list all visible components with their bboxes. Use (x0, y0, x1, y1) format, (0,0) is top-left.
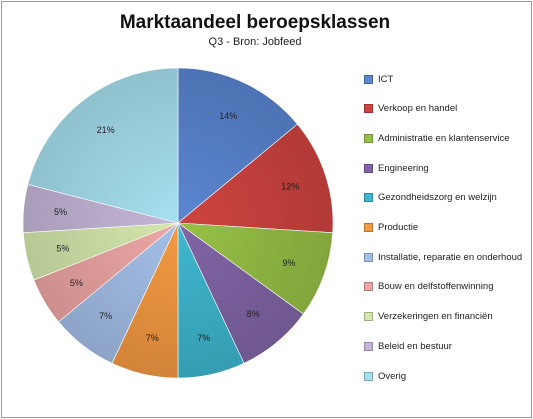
legend-label-9: Verzekeringen en financiën (378, 311, 493, 323)
legend-label-3: Administratie en klantenservice (378, 132, 510, 144)
legend-label-1: ICT (378, 73, 394, 85)
pie-slice-label-4: 8% (247, 309, 260, 319)
pie-slice-label-5: 7% (197, 333, 210, 343)
legend-item-10: Beleid en bestuur (364, 339, 452, 353)
legend-swatch-11 (364, 371, 373, 381)
pie-slice-2 (177, 123, 334, 234)
legend-label-7: Installatie, reparatie en onderhoud (378, 251, 523, 263)
legend-item-5: Gezondheidszorg en welzijn (364, 191, 497, 205)
legend-label-4: Engineering (378, 162, 429, 174)
chart-subtitle: Q3 - Bron: Jobfeed (208, 36, 302, 48)
legend-swatch-2 (364, 104, 373, 114)
legend-swatch-10 (364, 341, 373, 351)
pie-slice-label-11: 21% (97, 125, 115, 135)
legend-item-2: Verkoop en handel (364, 102, 457, 116)
legend-swatch-3 (364, 133, 373, 143)
legend-label-6: Productie (378, 222, 419, 233)
pie-slice-11 (27, 67, 179, 224)
legend-swatch-8 (364, 282, 373, 292)
legend-item-7: Installatie, reparatie en onderhoud (364, 250, 522, 264)
legend-item-6: Productie (364, 221, 418, 235)
pie-slice-label-3: 9% (283, 258, 296, 268)
legend-swatch-7 (364, 252, 373, 262)
legend-item-11: Overig (364, 369, 406, 383)
pie-slice-label-8: 5% (70, 278, 83, 288)
legend-item-3: Administratie en klantenservice (364, 131, 509, 145)
legend-swatch-4 (364, 163, 373, 173)
pie-slice-label-7: 7% (99, 311, 112, 321)
legend-label-11: Overig (378, 370, 406, 382)
pie-slice-label-9: 5% (56, 244, 69, 254)
legend-item-4: Engineering (364, 161, 429, 175)
legend-item-8: Bouw en delfstoffenwinning (364, 280, 494, 294)
pie-slice-label-2: 12% (281, 182, 299, 192)
legend-swatch-6 (364, 223, 373, 232)
legend-item-1: ICT (364, 72, 393, 86)
legend-swatch-9 (364, 312, 373, 322)
legend-label-5: Gezondheidszorg en welzijn (378, 192, 497, 204)
legend-item-9: Verzekeringen en financiën (364, 310, 493, 324)
legend-label-10: Beleid en bestuur (378, 340, 452, 352)
chart-title: Marktaandeel beroepsklassen (119, 12, 391, 33)
legend-swatch-1 (364, 74, 373, 84)
pie-slice-label-10: 5% (54, 207, 67, 217)
pie-slice-3 (176, 222, 334, 315)
legend-label-2: Verkoop en handel (378, 103, 458, 115)
pie-slice-label-1: 14% (219, 111, 237, 121)
pie-slice-label-6: 7% (146, 333, 159, 343)
pie-slice-1 (177, 67, 298, 224)
legend-label-8: Bouw en delfstoffenwinning (378, 281, 494, 293)
legend-swatch-5 (364, 193, 373, 203)
